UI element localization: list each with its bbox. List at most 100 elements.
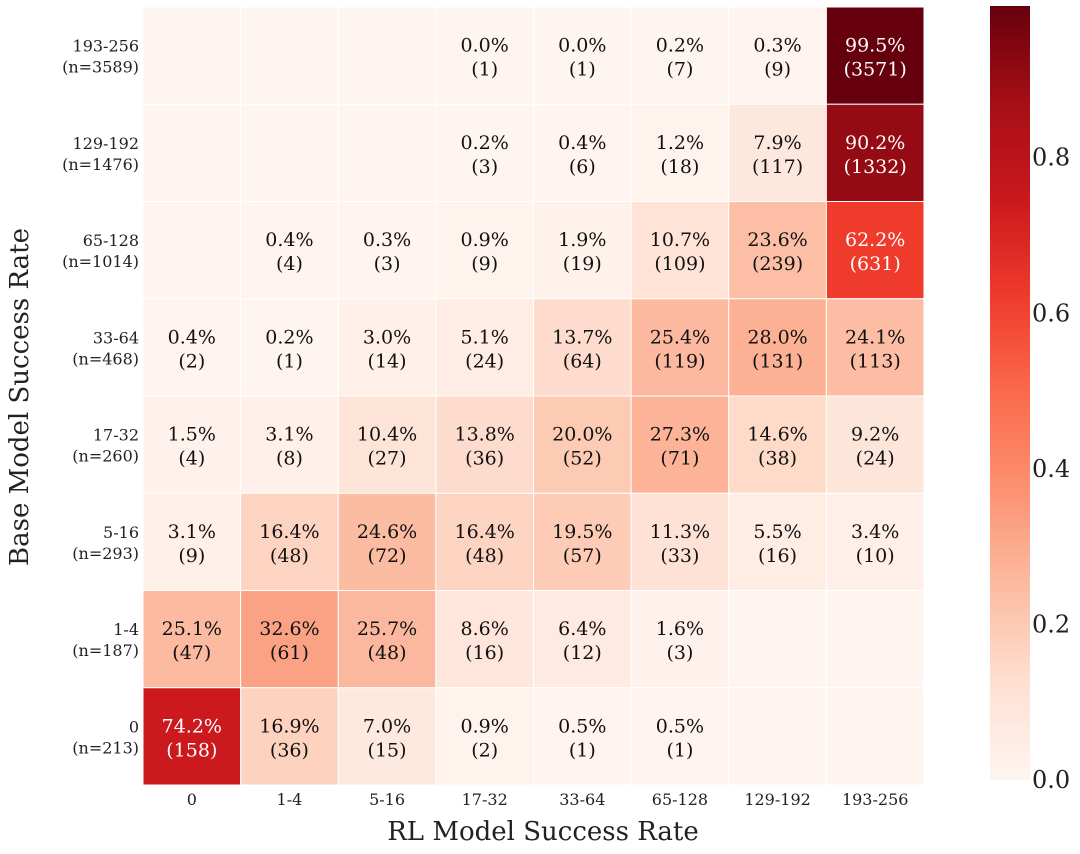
cell-r17-32-c0-count: (4) xyxy=(178,448,205,470)
cell-r0-c17-32-percent: 0.9% xyxy=(461,715,509,737)
cell-r65-128-c17-32 xyxy=(435,201,534,300)
cell-r0-c5-16-count: (15) xyxy=(368,739,407,761)
y-tick-range-5-16: 5-16 xyxy=(103,523,139,542)
cell-r65-128-c193-256 xyxy=(825,201,925,300)
cell-r193-256-c65-128-percent: 0.2% xyxy=(656,35,704,57)
cell-r17-32-c33-64-percent: 20.0% xyxy=(552,424,612,446)
cell-r5-16-c65-128-count: (33) xyxy=(660,545,699,567)
cell-r5-16-c193-256-percent: 3.4% xyxy=(851,521,899,543)
cell-r5-16-c1-4-count: (48) xyxy=(270,545,309,567)
cell-r17-32-c1-4-count: (8) xyxy=(276,448,303,470)
colorbar-ticks: 0.0 0.2 0.4 0.6 0.8 xyxy=(1032,144,1070,794)
y-tick-n-33-64: (n=468) xyxy=(72,349,139,368)
cell-r129-192-c193-256 xyxy=(825,103,925,202)
cell-r0-c1-4 xyxy=(240,687,339,786)
cell-r0-c0-count: (158) xyxy=(166,739,217,761)
heatmap-cells: 0.0%(1)0.0%(1)0.2%(7)0.3%(9)99.5%(3571)0… xyxy=(142,6,925,786)
cell-r1-4-c5-16-percent: 25.7% xyxy=(357,618,417,640)
cell-r5-16-c1-4-percent: 16.4% xyxy=(259,521,319,543)
cell-r17-32-c5-16-percent: 10.4% xyxy=(357,424,417,446)
cell-r193-256-c1-4 xyxy=(240,6,339,105)
cell-r33-64-c193-256-count: (113) xyxy=(850,350,901,372)
cell-r5-16-c17-32 xyxy=(435,492,534,591)
cell-r193-256-c33-64 xyxy=(533,6,632,105)
cell-r193-256-c193-256 xyxy=(825,6,925,105)
cell-r129-192-c193-256-percent: 90.2% xyxy=(845,132,905,154)
cell-r33-64-c5-16-count: (14) xyxy=(368,350,407,372)
x-tick-33-64: 33-64 xyxy=(559,790,605,809)
cell-r17-32-c33-64-count: (52) xyxy=(563,448,602,470)
cell-r65-128-c129-192 xyxy=(728,201,827,300)
cell-r1-4-c33-64-count: (12) xyxy=(563,642,602,664)
cell-r33-64-c65-128-percent: 25.4% xyxy=(650,326,710,348)
cell-r193-256-c193-256-count: (3571) xyxy=(844,59,907,81)
cell-r193-256-c65-128-count: (7) xyxy=(666,59,693,81)
cell-r193-256-c17-32-percent: 0.0% xyxy=(461,35,509,57)
cell-r33-64-c193-256-percent: 24.1% xyxy=(845,326,905,348)
cell-r17-32-c65-128-percent: 27.3% xyxy=(650,424,710,446)
cell-r33-64-c129-192-percent: 28.0% xyxy=(747,326,807,348)
cell-r33-64-c33-64-percent: 13.7% xyxy=(552,326,612,348)
cell-r193-256-c33-64-count: (1) xyxy=(569,59,596,81)
y-axis-label: Base Model Success Rate xyxy=(5,228,35,566)
colorbar: 0.0 0.2 0.4 0.6 0.8 xyxy=(990,6,1070,794)
cell-r0-c1-4-percent: 16.9% xyxy=(259,715,319,737)
cell-r0-c0 xyxy=(142,687,242,786)
cell-r1-4-c0 xyxy=(142,590,242,689)
cell-r65-128-c33-64-count: (19) xyxy=(563,253,602,275)
cell-r17-32-c1-4-percent: 3.1% xyxy=(265,424,313,446)
colorbar-tick-0-2: 0.2 xyxy=(1032,610,1070,638)
cell-r33-64-c17-32 xyxy=(435,298,534,397)
cell-r33-64-c0-count: (2) xyxy=(178,350,205,372)
y-axis-ticks: 193-256 (n=3589) 129-192 (n=1476) 65-128 (n=1… xyxy=(62,37,139,758)
cell-r65-128-c193-256-percent: 62.2% xyxy=(845,229,905,251)
cell-r5-16-c33-64-count: (57) xyxy=(563,545,602,567)
y-tick-range-17-32: 17-32 xyxy=(93,426,139,445)
cell-r193-256-c17-32 xyxy=(435,6,534,105)
cell-r33-64-c65-128 xyxy=(630,298,730,397)
cell-r129-192-c0 xyxy=(142,103,242,202)
cell-r1-4-c17-32 xyxy=(435,590,534,689)
cell-r1-4-c33-64-percent: 6.4% xyxy=(558,618,606,640)
cell-r17-32-c17-32 xyxy=(435,395,534,494)
cell-r5-16-c33-64 xyxy=(533,492,632,591)
cell-r17-32-c193-256-percent: 9.2% xyxy=(851,424,899,446)
cell-r129-192-c193-256-count: (1332) xyxy=(844,156,907,178)
cell-r33-64-c5-16 xyxy=(337,298,437,397)
cell-r5-16-c129-192 xyxy=(728,492,827,591)
cell-r65-128-c0 xyxy=(142,201,242,300)
cell-r1-4-c0-percent: 25.1% xyxy=(162,618,222,640)
cell-r17-32-c129-192-count: (38) xyxy=(758,448,797,470)
cell-r193-256-c193-256-percent: 99.5% xyxy=(845,35,905,57)
cell-r0-c5-16 xyxy=(337,687,437,786)
cell-r33-64-c33-64-count: (64) xyxy=(563,350,602,372)
cell-r193-256-c0 xyxy=(142,6,242,105)
cell-r129-192-c5-16 xyxy=(337,103,437,202)
cell-r1-4-c0-count: (47) xyxy=(172,642,211,664)
cell-r65-128-c17-32-count: (9) xyxy=(471,253,498,275)
cell-r65-128-c5-16-count: (3) xyxy=(374,253,401,275)
cell-r0-c65-128-percent: 0.5% xyxy=(656,715,704,737)
cell-r33-64-c1-4-count: (1) xyxy=(276,350,303,372)
cell-r1-4-c17-32-percent: 8.6% xyxy=(461,618,509,640)
cell-r129-192-c129-192-count: (117) xyxy=(752,156,803,178)
colorbar-tick-0-6: 0.6 xyxy=(1032,299,1070,327)
y-tick-range-193-256: 193-256 xyxy=(73,37,139,56)
cell-r33-64-c0 xyxy=(142,298,242,397)
cell-r129-192-c65-128-percent: 1.2% xyxy=(656,132,704,154)
cell-r129-192-c17-32-percent: 0.2% xyxy=(461,132,509,154)
y-tick-n-17-32: (n=260) xyxy=(72,447,139,466)
cell-r193-256-c5-16 xyxy=(337,6,437,105)
x-tick-193-256: 193-256 xyxy=(842,790,908,809)
cell-r0-c1-4-count: (36) xyxy=(270,739,309,761)
cell-r193-256-c129-192-count: (9) xyxy=(764,59,791,81)
cell-r1-4-c65-128 xyxy=(630,590,730,689)
cell-r5-16-c33-64-percent: 19.5% xyxy=(552,521,612,543)
cell-r5-16-c5-16-count: (72) xyxy=(368,545,407,567)
cell-r129-192-c65-128 xyxy=(630,103,730,202)
colorbar-tick-0-4: 0.4 xyxy=(1032,455,1070,483)
cell-r17-32-c193-256-count: (24) xyxy=(856,448,895,470)
cell-r1-4-c65-128-count: (3) xyxy=(666,642,693,664)
x-tick-129-192: 129-192 xyxy=(744,790,810,809)
cell-r1-4-c193-256 xyxy=(825,590,925,689)
